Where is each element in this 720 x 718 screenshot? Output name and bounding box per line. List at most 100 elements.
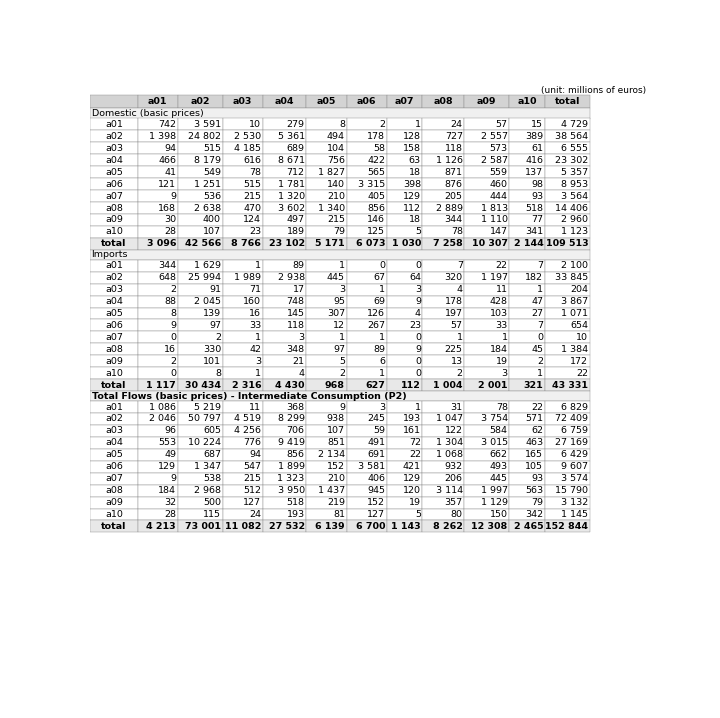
Text: 1 899: 1 899 (278, 462, 305, 471)
Bar (423, 167, 464, 178)
Bar (222, 485, 263, 497)
Bar (306, 508, 346, 521)
Bar (138, 332, 178, 343)
Bar (263, 472, 306, 485)
Text: 421: 421 (403, 462, 421, 471)
Bar (346, 296, 387, 307)
Text: 178: 178 (445, 297, 463, 306)
Bar (423, 508, 464, 521)
Bar (346, 413, 387, 425)
Text: 706: 706 (287, 426, 305, 435)
Bar (222, 367, 263, 379)
Text: 50 797: 50 797 (188, 414, 221, 424)
Text: 515: 515 (203, 144, 221, 153)
Bar (509, 118, 545, 131)
Bar (387, 307, 423, 320)
Bar (387, 226, 423, 238)
Bar (346, 320, 387, 332)
Bar (423, 118, 464, 131)
Text: 115: 115 (203, 510, 221, 519)
Bar (464, 238, 509, 250)
Text: 215: 215 (243, 192, 261, 200)
Bar (263, 461, 306, 472)
Text: 78: 78 (496, 403, 508, 411)
Text: 1 129: 1 129 (481, 498, 508, 507)
Bar (222, 521, 263, 532)
Text: 0: 0 (415, 357, 421, 365)
Text: 27 169: 27 169 (555, 439, 588, 447)
Text: 1: 1 (537, 368, 544, 378)
Text: 150: 150 (490, 510, 508, 519)
Bar (222, 178, 263, 190)
Text: 15 790: 15 790 (555, 486, 588, 495)
Text: 2: 2 (339, 368, 345, 378)
Bar (423, 449, 464, 461)
Text: 2 144: 2 144 (513, 239, 544, 248)
Text: a07: a07 (105, 474, 123, 483)
Bar (90, 250, 590, 260)
Bar (306, 226, 346, 238)
Bar (387, 413, 423, 425)
Text: 152 844: 152 844 (545, 522, 588, 531)
Text: 107: 107 (203, 228, 221, 236)
Bar (263, 485, 306, 497)
Bar (90, 391, 590, 401)
Text: a06: a06 (105, 180, 123, 189)
Text: 1 437: 1 437 (318, 486, 345, 495)
Bar (222, 167, 263, 178)
Text: 31: 31 (451, 403, 463, 411)
Text: 9: 9 (415, 345, 421, 354)
Text: 63: 63 (409, 156, 421, 164)
Text: 18: 18 (409, 215, 421, 225)
Bar (178, 118, 222, 131)
Bar (545, 343, 590, 355)
Text: 2 316: 2 316 (232, 381, 261, 390)
Bar (545, 131, 590, 142)
Text: 344: 344 (158, 261, 176, 270)
Bar (138, 131, 178, 142)
Text: 573: 573 (490, 144, 508, 153)
Text: 1 197: 1 197 (481, 273, 508, 282)
Text: 210: 210 (327, 474, 345, 483)
Bar (346, 202, 387, 214)
Bar (222, 307, 263, 320)
Text: 3: 3 (255, 357, 261, 365)
Bar (464, 521, 509, 532)
Text: 14 406: 14 406 (555, 203, 588, 213)
Bar (346, 131, 387, 142)
Text: 23: 23 (409, 321, 421, 330)
Bar (423, 296, 464, 307)
Bar (222, 202, 263, 214)
Text: 584: 584 (490, 426, 508, 435)
Text: 205: 205 (445, 192, 463, 200)
Text: 3 015: 3 015 (481, 439, 508, 447)
Text: 1: 1 (339, 261, 345, 270)
Bar (222, 343, 263, 355)
Text: 32: 32 (164, 498, 176, 507)
Text: 3 315: 3 315 (358, 180, 385, 189)
Text: 687: 687 (203, 450, 221, 460)
Text: 1 323: 1 323 (277, 474, 305, 483)
Text: 4: 4 (415, 309, 421, 318)
Text: 2 134: 2 134 (318, 450, 345, 460)
Text: 24: 24 (451, 120, 463, 129)
Text: 33 845: 33 845 (555, 273, 588, 282)
Bar (222, 461, 263, 472)
Bar (346, 437, 387, 449)
Bar (545, 367, 590, 379)
Bar (263, 226, 306, 238)
Text: 2 638: 2 638 (194, 203, 221, 213)
Bar (138, 401, 178, 413)
Bar (178, 167, 222, 178)
Bar (90, 449, 138, 461)
Text: 4 185: 4 185 (234, 144, 261, 153)
Bar (464, 472, 509, 485)
Text: 460: 460 (490, 180, 508, 189)
Bar (263, 260, 306, 271)
Bar (423, 485, 464, 497)
Bar (545, 413, 590, 425)
Bar (90, 154, 138, 167)
Bar (178, 497, 222, 508)
Bar (509, 521, 545, 532)
Text: 10: 10 (576, 333, 588, 342)
